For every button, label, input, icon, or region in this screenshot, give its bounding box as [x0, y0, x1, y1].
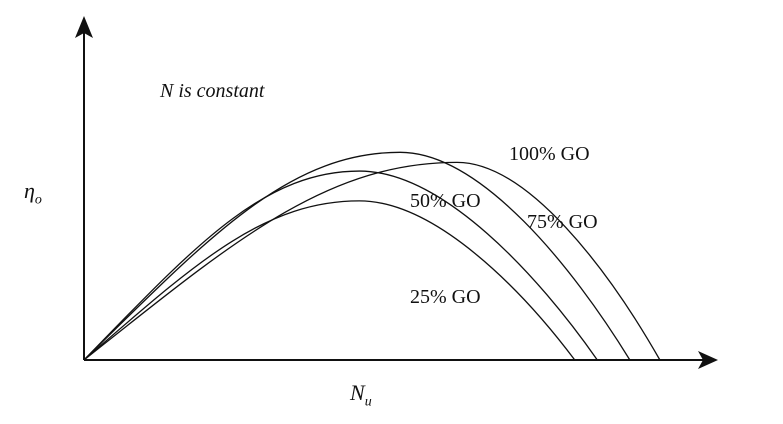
- series-label-100: 100% GO: [509, 143, 590, 165]
- curve-75-go: [83, 151, 631, 361]
- curve-100-go: [83, 161, 661, 361]
- y-axis-arrow-icon: [75, 16, 93, 38]
- y-axis-label: ηo: [24, 178, 42, 208]
- annotation: N is constant: [160, 80, 265, 102]
- y-label-sub: o: [34, 192, 42, 208]
- x-label-main: N: [350, 380, 365, 405]
- series-label-25: 25% GO: [410, 286, 481, 308]
- curve-25-go: [83, 200, 576, 361]
- curve-50-go: [83, 170, 598, 361]
- series-label-75: 75% GO: [527, 211, 598, 233]
- y-label-main: η: [24, 178, 35, 203]
- x-label-sub: u: [364, 394, 372, 410]
- series-label-50: 50% GO: [410, 190, 481, 212]
- x-axis-label: Nu: [350, 380, 372, 410]
- x-axis-arrow-icon: [698, 351, 718, 369]
